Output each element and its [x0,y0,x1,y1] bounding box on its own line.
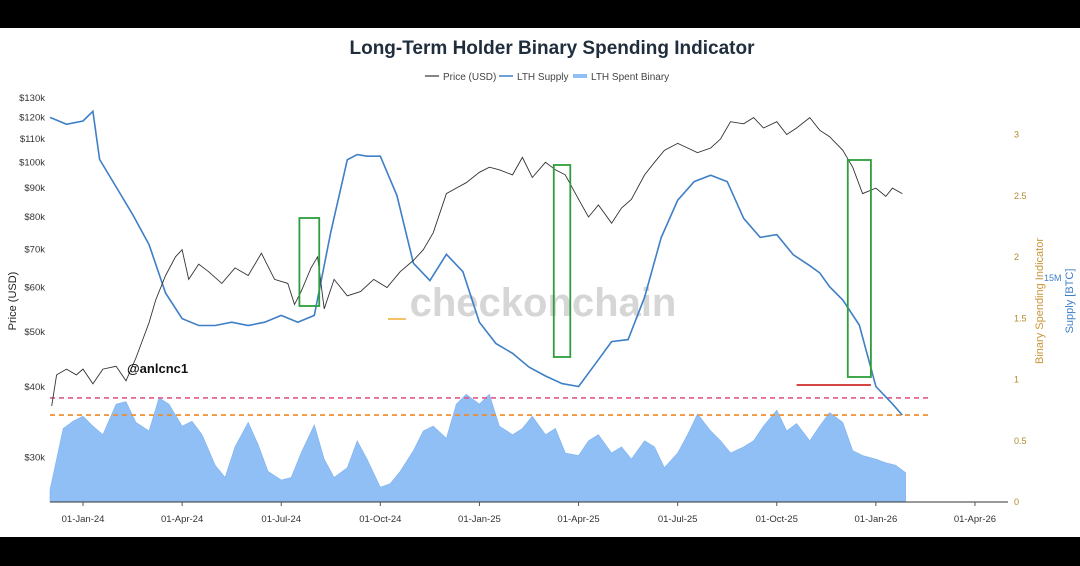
lth-supply-line-group [49,109,903,416]
y-supply-tick: 15M [1044,273,1062,283]
highlight-box [846,159,872,378]
lth-spent-binary-area [49,393,906,503]
x-tick-label: 01-Jan-26 [854,514,897,525]
y-right-tick-label: 3 [1014,130,1019,140]
price-line [51,116,903,406]
x-tick-label: 01-Apr-24 [161,514,203,525]
highlight-boxes [298,159,872,386]
highlight-box [552,164,572,358]
reference-lines [50,397,931,416]
legend-binary-label[interactable]: LTH Spent Binary [591,72,669,83]
y-right-tick-label: 1 [1014,375,1019,385]
y-supply-axis-label: Supply [BTC] [1064,269,1076,334]
x-tick-label: 01-Oct-24 [359,514,401,525]
y-left-tick-label: $100k [19,157,45,168]
y-right-axis-label: Binary Spending Indicator [1034,238,1046,364]
chart-frame: checkonchain 01-Jan-24 01-Apr-24 01-Jul-24… [0,28,1080,537]
x-tick-label: 01-Jul-24 [261,514,301,525]
y-left-tick-label: $80k [24,212,45,223]
y-left-tick-label: $60k [24,282,45,293]
y-left-tick-label: $30k [24,452,45,463]
axes: 01-Jan-24 01-Apr-24 01-Jul-24 01-Oct-24 01-J… [19,93,1026,525]
price-line-group [51,116,903,406]
y-left-tick-label: $70k [24,245,45,256]
lth-spent-binary-area-group [49,393,906,503]
watermark-group: checkonchain [388,281,676,325]
x-tick-label: 01-Oct-25 [756,514,798,525]
y-right-tick-label: 0.5 [1014,436,1027,446]
x-tick-label: 01-Apr-26 [954,514,996,525]
x-tick-label: 01-Jan-25 [458,514,501,525]
y-right-tick-label: 0 [1014,497,1019,507]
y-right-tick-label: 2.5 [1014,191,1027,201]
y-right-tick-label: 2 [1014,252,1019,262]
chart-title: Long-Term Holder Binary Spending Indicat… [349,38,755,59]
legend: Price (USD) LTH Supply LTH Spent Binary [425,72,669,83]
y-left-tick-label: $40k [24,382,45,393]
author-handle: @anlcnc1 [127,361,188,376]
watermark-dash [388,318,406,320]
x-tick-label: 01-Apr-25 [557,514,599,525]
y-left-tick-label: $110k [20,134,45,145]
chart: checkonchain 01-Jan-24 01-Apr-24 01-Jul-24… [7,38,1076,525]
y-right-tick-label: 1.5 [1014,313,1027,323]
watermark: checkonchain [410,281,677,325]
x-tick-label: 01-Jul-25 [658,514,698,525]
x-tick-label: 01-Jan-24 [62,514,105,525]
y-left-tick-label: $50k [24,327,45,338]
legend-price-label[interactable]: Price (USD) [443,72,496,83]
y-left-axis-label: Price (USD) [7,272,19,331]
legend-supply-label[interactable]: LTH Supply [517,72,569,83]
y-left-tick-label: $120k [19,113,45,124]
lth-supply-line [49,109,903,416]
y-left-tick-label: $130k [19,93,45,104]
y-left-tick-label: $90k [24,183,45,194]
highlight-box [298,217,321,307]
